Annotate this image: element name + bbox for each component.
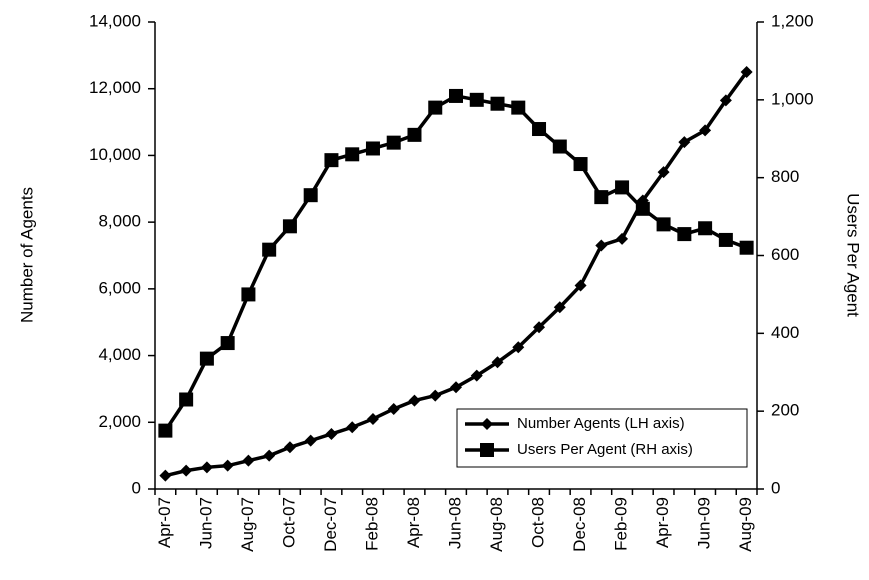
square-marker <box>677 227 692 242</box>
y-tick-label: 2,000 <box>98 412 141 431</box>
square-marker <box>480 443 494 457</box>
diamond-marker <box>533 321 546 334</box>
y-tick-label: 6,000 <box>98 278 141 297</box>
diamond-marker <box>325 427 338 440</box>
x-tick-label: Oct-08 <box>529 497 548 548</box>
legend: Number Agents (LH axis) Users Per Agent (… <box>456 408 748 468</box>
diamond-marker <box>304 434 317 447</box>
diamond-marker <box>481 418 493 430</box>
diamond-marker <box>657 166 670 179</box>
diamond-marker <box>678 136 691 149</box>
y2-tick-label: 0 <box>771 478 780 497</box>
square-marker <box>698 221 713 236</box>
square-marker <box>365 141 380 156</box>
y2-tick-label: 600 <box>771 245 799 264</box>
y-tick-label: 10,000 <box>89 145 141 164</box>
diamond-marker <box>159 469 172 482</box>
square-marker <box>594 190 609 205</box>
diamond-marker <box>429 389 442 402</box>
square-marker <box>324 153 339 168</box>
x-tick-label: Oct-07 <box>279 497 298 548</box>
square-marker <box>490 96 505 111</box>
diamond-marker <box>574 279 587 292</box>
legend-label: Number Agents (LH axis) <box>517 415 685 432</box>
square-marker <box>345 147 360 162</box>
diamond-marker <box>719 94 732 107</box>
diamond-marker <box>221 459 234 472</box>
square-marker <box>635 201 650 216</box>
square-marker <box>469 92 484 107</box>
square-marker <box>718 232 733 247</box>
diamond-marker <box>180 464 193 477</box>
y-axis-label: Number of Agents <box>17 187 36 323</box>
diamond-marker <box>491 356 504 369</box>
legend-box <box>456 408 748 468</box>
y-tick-label: 8,000 <box>98 212 141 231</box>
square-marker <box>179 392 194 407</box>
square-marker <box>282 219 297 234</box>
square-marker <box>615 180 630 195</box>
diamond-marker <box>616 232 629 245</box>
square-marker <box>262 242 277 257</box>
x-tick-label: Aug-07 <box>238 497 257 552</box>
x-tick-label: Jun-08 <box>445 497 464 549</box>
x-tick-label: Apr-07 <box>155 497 174 548</box>
diamond-marker <box>263 449 276 462</box>
legend-label: Users Per Agent (RH axis) <box>517 441 693 458</box>
y-tick-label: 12,000 <box>89 78 141 97</box>
series-line <box>163 94 748 432</box>
square-marker <box>386 135 401 150</box>
x-tick-label: Jun-07 <box>196 497 215 549</box>
square-marker <box>407 127 422 142</box>
y2-tick-label: 1,200 <box>771 11 814 30</box>
diamond-marker <box>366 412 379 425</box>
square-marker <box>303 188 318 203</box>
x-tick-label: Feb-08 <box>362 497 381 551</box>
x-tick-label: Aug-08 <box>487 497 506 552</box>
x-tick-label: Apr-09 <box>653 497 672 548</box>
y-tick-label: 4,000 <box>98 345 141 364</box>
diamond-marker <box>346 421 359 434</box>
x-tick-label: Dec-08 <box>570 497 589 552</box>
diamond-marker <box>200 461 213 474</box>
x-tick-label: Jun-09 <box>695 497 714 549</box>
diamond-marker <box>740 66 753 79</box>
x-tick-label: Feb-09 <box>612 497 631 551</box>
diamond-marker <box>595 239 608 252</box>
square-marker <box>552 139 567 154</box>
square-marker <box>573 157 588 172</box>
square-marker <box>739 240 754 255</box>
diamond-marker <box>387 402 400 415</box>
x-tick-label: Apr-08 <box>404 497 423 548</box>
y2-tick-label: 1,000 <box>771 89 814 108</box>
diamond-marker <box>283 441 296 454</box>
y2-tick-label: 400 <box>771 323 799 342</box>
square-marker <box>199 351 214 366</box>
y-tick-label: 14,000 <box>89 11 141 30</box>
square-marker <box>449 88 463 103</box>
square-marker <box>656 217 671 232</box>
square-marker <box>532 122 547 137</box>
diamond-marker <box>408 394 421 407</box>
diamond-marker <box>470 369 483 382</box>
square-marker <box>220 336 235 351</box>
x-tick-label: Aug-09 <box>736 497 755 552</box>
diamond-marker <box>242 454 255 467</box>
y2-tick-label: 800 <box>771 167 799 186</box>
diamond-marker <box>553 301 566 314</box>
y-tick-label: 0 <box>132 478 141 497</box>
diamond-marker <box>512 341 525 354</box>
square-marker <box>428 100 443 115</box>
square-marker <box>158 423 173 438</box>
diamond-marker <box>699 124 712 137</box>
y2-tick-label: 200 <box>771 401 799 420</box>
y2-axis-label: Users Per Agent <box>844 193 863 317</box>
diamond-marker <box>450 381 462 394</box>
square-marker <box>511 100 526 115</box>
x-tick-label: Dec-07 <box>321 497 340 552</box>
square-marker <box>241 287 256 302</box>
